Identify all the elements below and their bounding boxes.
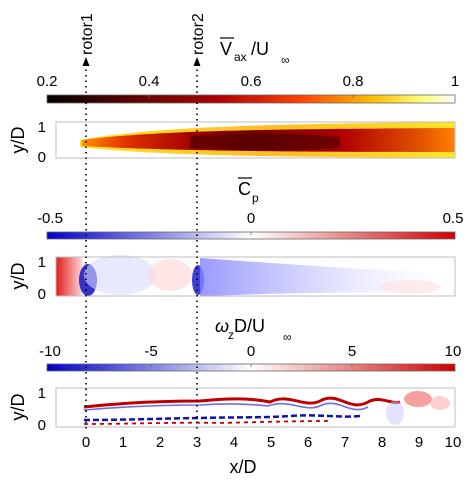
colorbar-vorticity-ticks xyxy=(150,364,353,367)
title-main: ω xyxy=(215,316,229,336)
x-axis-ticklabels: 0 1 2 3 4 5 6 7 8 9 10 xyxy=(82,434,462,451)
title-rest: D/U xyxy=(234,316,265,336)
colorbar-velocity-ticklabels: 0.2 0.4 0.6 0.8 1 xyxy=(37,73,460,90)
title-pressure: C p xyxy=(238,177,259,205)
rotor1-label: rotor1 xyxy=(79,13,96,55)
rotor1-arrow-icon xyxy=(82,57,90,66)
ytick: 1 xyxy=(38,385,46,402)
ytick: 1 xyxy=(38,254,46,271)
colorbar-velocity-ticks xyxy=(148,95,354,98)
xtick: 3 xyxy=(193,434,201,451)
downstream-vortex-pink xyxy=(430,396,450,410)
downstream-recovery xyxy=(380,280,440,294)
ylabel: y/D xyxy=(8,393,28,420)
cb1-tick: 0.2 xyxy=(37,73,58,90)
cb2-tick: -0.5 xyxy=(37,210,63,227)
axes-pressure: 1 0 y/D xyxy=(8,254,456,303)
cb3-tick: -5 xyxy=(144,343,157,360)
xtick: 4 xyxy=(230,434,238,451)
upstream-high-pressure xyxy=(56,257,82,296)
xtick: 8 xyxy=(378,434,386,451)
axes-frame xyxy=(55,121,456,159)
axes-frame xyxy=(55,256,456,297)
cb1-tick: 1 xyxy=(451,73,459,90)
ytick: 0 xyxy=(38,149,46,166)
upper-shear-layer-inner xyxy=(83,402,369,411)
title-velocity: V ax /U ∞ xyxy=(220,37,290,67)
rotor1-marker: rotor1 xyxy=(79,13,96,430)
ylabel: y/D xyxy=(8,126,28,153)
cb2-tick: 0.5 xyxy=(443,210,464,227)
lower-shear-layer-outer xyxy=(83,420,331,425)
rotor2-arrow-icon xyxy=(193,57,201,66)
cb2-tick: 0 xyxy=(247,210,255,227)
colorbar-vorticity-ticklabels: -10 -5 0 5 10 xyxy=(39,343,461,360)
rotor2-marker: rotor2 xyxy=(190,13,207,430)
colorbar-pressure-ticklabels: -0.5 0 0.5 xyxy=(37,210,463,227)
downstream-vortex-red xyxy=(404,391,432,407)
cb3-tick: 10 xyxy=(445,343,462,360)
title-inf: ∞ xyxy=(283,330,292,344)
xtick: 1 xyxy=(119,434,127,451)
title-sub: p xyxy=(252,191,259,205)
xtick: 10 xyxy=(445,434,462,451)
rotor1-wake xyxy=(84,255,156,295)
downstream-vortex-blue xyxy=(386,401,404,425)
xtick: 7 xyxy=(341,434,349,451)
title-main: C xyxy=(238,179,251,199)
rotor2-upstream xyxy=(148,259,192,291)
cb1-tick: 0.8 xyxy=(343,73,364,90)
jet-dark-core xyxy=(190,133,340,150)
title-vorticity: ω z D/U ∞ xyxy=(215,316,292,344)
xtick: 9 xyxy=(415,434,423,451)
cb1-tick: 0.6 xyxy=(241,73,262,90)
axes-vorticity: 1 0 y/D xyxy=(8,385,456,434)
cb3-tick: 5 xyxy=(348,343,356,360)
axes-velocity: 1 0 y/D xyxy=(8,119,456,166)
ytick: 0 xyxy=(38,417,46,434)
rotor2-label: rotor2 xyxy=(190,13,207,55)
xtick: 2 xyxy=(156,434,164,451)
title-rest: /U xyxy=(251,39,269,59)
xtick: 0 xyxy=(82,434,90,451)
title-sub: ax xyxy=(234,50,247,64)
cb3-tick: 0 xyxy=(247,343,255,360)
xtick: 5 xyxy=(267,434,275,451)
ylabel: y/D xyxy=(8,262,28,289)
rotor2-wake xyxy=(200,258,430,296)
title-sub: z xyxy=(228,328,234,342)
axes-frame xyxy=(55,387,456,428)
ytick: 1 xyxy=(38,119,46,136)
cb3-tick: -10 xyxy=(39,343,61,360)
title-main: V xyxy=(220,39,232,59)
upper-shear-layer xyxy=(83,396,401,409)
cb1-tick: 0.4 xyxy=(139,73,160,90)
xtick: 6 xyxy=(304,434,312,451)
title-inf: ∞ xyxy=(281,53,290,67)
ytick: 0 xyxy=(38,286,46,303)
xlabel: x/D xyxy=(230,457,257,477)
